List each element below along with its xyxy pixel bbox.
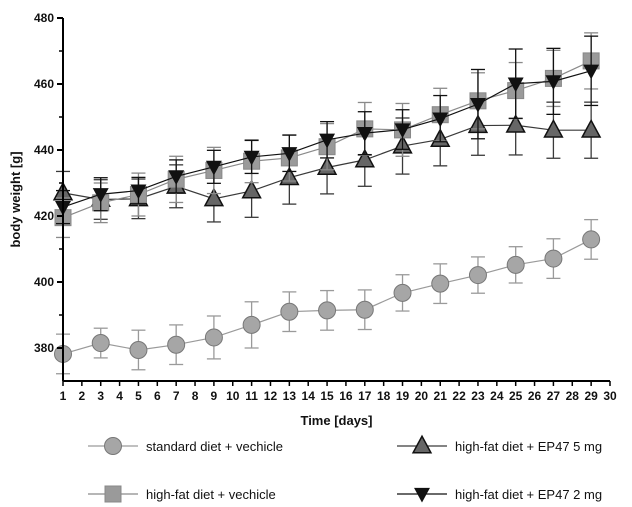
legend-marker xyxy=(414,487,430,503)
legend-marker xyxy=(411,434,433,454)
data-point xyxy=(543,118,564,138)
data-point xyxy=(205,160,222,176)
x-tick-label: 25 xyxy=(509,389,523,403)
x-tick-label: 14 xyxy=(302,389,316,403)
data-point xyxy=(394,123,411,139)
data-point xyxy=(505,113,526,133)
x-tick-label: 21 xyxy=(434,389,448,403)
data-point xyxy=(167,335,186,354)
x-tick-label: 8 xyxy=(192,389,199,403)
series-1 xyxy=(54,218,601,375)
legend-marker xyxy=(104,485,122,503)
data-point xyxy=(583,64,600,80)
x-tick-label: 27 xyxy=(547,389,561,403)
y-tick-label: 380 xyxy=(34,341,54,355)
data-point xyxy=(242,315,261,334)
x-tick-label: 28 xyxy=(566,389,580,403)
legend-label: high-fat diet + vechicle xyxy=(146,487,276,502)
data-point xyxy=(168,170,185,185)
data-point xyxy=(92,188,109,203)
data-point xyxy=(241,179,262,199)
data-point xyxy=(318,301,337,320)
series-4 xyxy=(55,35,600,225)
y-tick-label: 460 xyxy=(34,77,54,91)
legend-item-2: high-fat diet + EP47 5 mg xyxy=(397,434,602,454)
x-tick-label: 19 xyxy=(396,389,410,403)
x-tick-label: 12 xyxy=(264,389,278,403)
x-tick-label: 20 xyxy=(415,389,429,403)
series-layer xyxy=(52,32,602,375)
data-point xyxy=(356,127,373,142)
x-tick-label: 24 xyxy=(490,389,504,403)
x-tick-label: 13 xyxy=(283,389,297,403)
x-tick-label: 23 xyxy=(471,389,485,403)
x-tick-label: 26 xyxy=(528,389,542,403)
x-tick-label: 9 xyxy=(211,389,218,403)
data-point xyxy=(91,334,110,353)
y-axis-title: body weight [g] xyxy=(8,151,23,247)
data-point xyxy=(280,302,299,321)
data-point xyxy=(204,328,223,347)
x-tick-label: 7 xyxy=(173,389,180,403)
data-point xyxy=(393,283,412,302)
data-point xyxy=(129,340,148,359)
data-point xyxy=(506,255,525,274)
y-tick-label: 480 xyxy=(34,11,54,25)
legend-marker xyxy=(104,437,122,455)
y-tick-label: 440 xyxy=(34,143,54,157)
x-tick-label: 18 xyxy=(377,389,391,403)
x-tick-label: 4 xyxy=(116,389,123,403)
legend-item-3: high-fat diet + vechicle xyxy=(88,485,276,503)
x-tick-label: 29 xyxy=(584,389,598,403)
data-point xyxy=(431,274,450,293)
legend-label: standard diet + vechicle xyxy=(146,439,283,454)
data-point xyxy=(243,150,260,166)
data-point xyxy=(582,230,601,249)
data-point xyxy=(470,98,486,113)
axes-layer xyxy=(62,18,610,382)
y-tick-label: 400 xyxy=(34,275,54,289)
legend: standard diet + vechicle high-fat diet + … xyxy=(88,434,602,503)
data-point xyxy=(544,249,563,268)
x-tick-label: 3 xyxy=(97,389,104,403)
data-point xyxy=(354,148,375,168)
x-tick-label: 30 xyxy=(603,389,617,403)
x-tick-label: 16 xyxy=(339,389,353,403)
legend-item-1: standard diet + vechicle xyxy=(88,437,283,455)
x-tick-label: 22 xyxy=(452,389,466,403)
x-tick-label: 10 xyxy=(226,389,240,403)
data-point xyxy=(203,187,225,207)
x-tick-label: 15 xyxy=(320,389,334,403)
legend-item-4: high-fat diet + EP47 2 mg xyxy=(397,487,602,503)
data-point xyxy=(355,300,374,319)
data-point xyxy=(319,133,336,149)
legend-label: high-fat diet + EP47 2 mg xyxy=(455,487,602,502)
x-axis-title: Time [days] xyxy=(300,413,372,428)
x-tick-label: 11 xyxy=(245,389,258,403)
data-point xyxy=(545,75,562,90)
x-tick-label: 2 xyxy=(79,389,86,403)
x-tick-label: 5 xyxy=(135,389,142,403)
legend-label: high-fat diet + EP47 5 mg xyxy=(455,439,602,454)
x-tick-label: 6 xyxy=(154,389,161,403)
data-point xyxy=(130,184,147,200)
y-tick-label: 420 xyxy=(34,209,54,223)
data-point xyxy=(432,112,449,128)
x-tick-label: 1 xyxy=(60,389,67,403)
data-point xyxy=(281,147,298,162)
x-tick-label: 17 xyxy=(358,389,372,403)
data-point xyxy=(580,118,602,138)
data-point xyxy=(468,266,487,285)
data-point xyxy=(507,77,524,93)
